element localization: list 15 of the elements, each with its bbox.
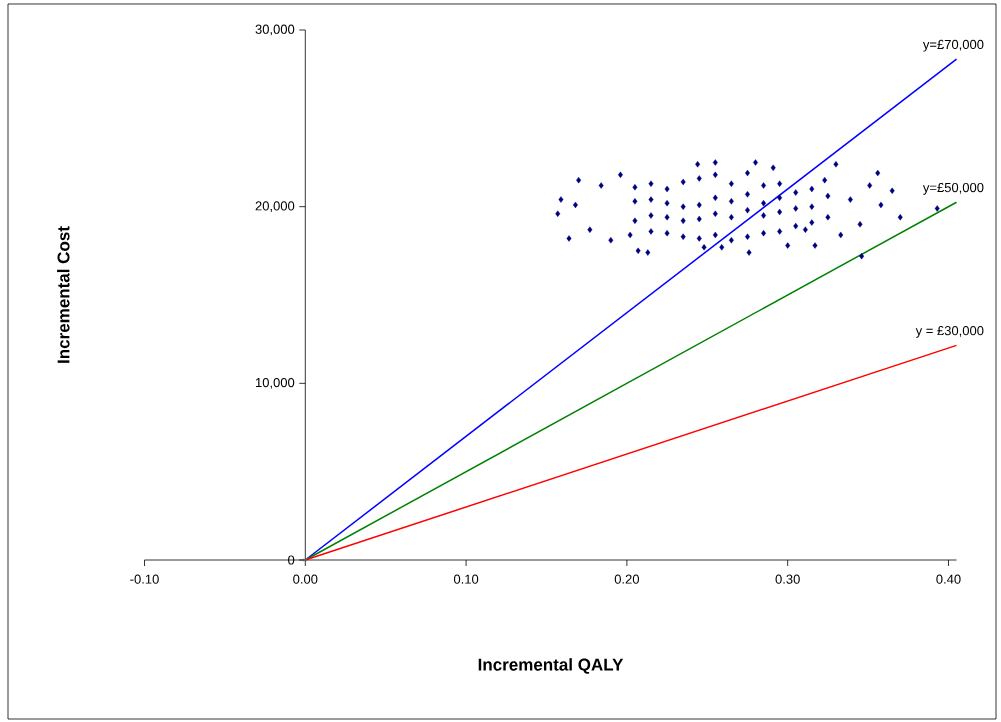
x-tick-label: -0.10 bbox=[130, 574, 159, 584]
x-tick-label: 0.40 bbox=[936, 574, 961, 584]
series-label: y=£50,000 bbox=[922, 182, 984, 195]
series-label: y = £30,000 bbox=[915, 326, 984, 338]
y-tick-label: 30,000 bbox=[255, 24, 295, 36]
x-tick-label: 0.30 bbox=[775, 574, 800, 584]
y-axis-title: Incremental Cost bbox=[57, 226, 70, 363]
x-tick-label: 0.10 bbox=[453, 574, 479, 584]
y-tick-label: 0 bbox=[288, 555, 295, 565]
x-axis-title: Incremental QALY bbox=[478, 658, 624, 674]
y-tick-label: 10,000 bbox=[255, 377, 295, 389]
series-label: y=£70,000 bbox=[922, 39, 984, 52]
x-tick-label: 0.20 bbox=[614, 574, 640, 584]
x-tick-label: 0.00 bbox=[293, 574, 318, 584]
y-tick-label: 20,000 bbox=[255, 201, 295, 213]
